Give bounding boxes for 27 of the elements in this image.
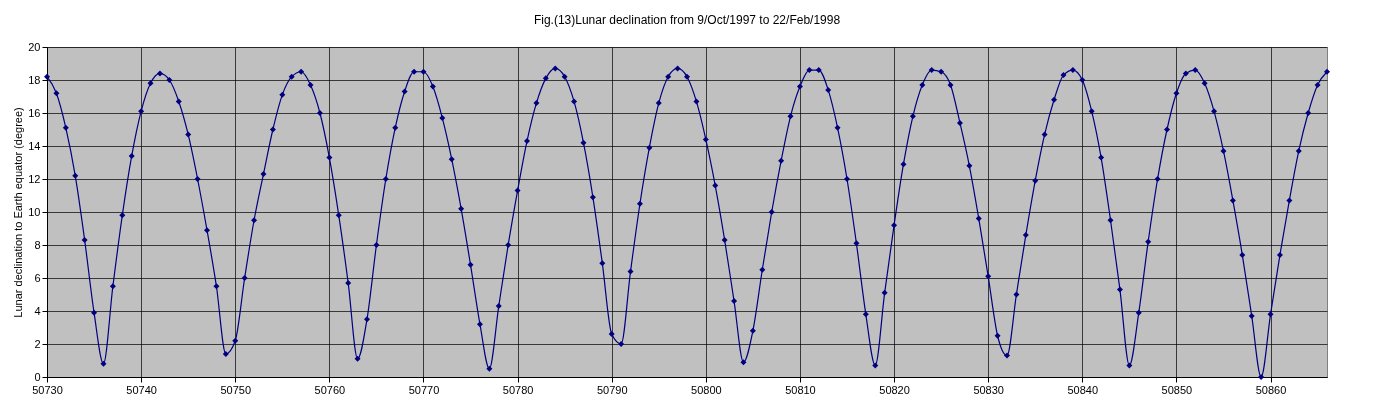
y-tick-label: 12 [28,172,41,185]
x-tick-label: 50820 [879,383,910,396]
y-tick-label: 0 [34,370,41,383]
x-tick-label: 50760 [314,383,346,396]
y-tick-label: 8 [34,238,41,251]
y-tick-label: 14 [28,139,41,152]
x-tick-label: 50860 [1255,383,1287,396]
y-tick-label: 2 [34,337,41,350]
x-tick-label: 50740 [126,383,157,396]
x-tick-label: 50830 [973,383,1004,396]
x-tick-label: 50770 [408,383,440,396]
x-tick-label: 50790 [596,383,628,396]
x-tick-label: 50840 [1067,383,1099,396]
y-tick-label: 16 [28,106,41,119]
y-tick-label: 18 [28,73,41,86]
x-tick-label: 50730 [32,383,63,396]
x-tick-label: 50850 [1161,383,1193,396]
x-tick-label: 50780 [502,383,534,396]
x-tick-label: 50750 [220,383,252,396]
x-tick-label: 50800 [691,383,722,396]
y-tick-label: 20 [28,40,41,53]
chart-title: Fig.(13)Lunar declination from 9/Oct/1997 to 22/Feb/1998 [533,13,841,27]
y-tick-label: 4 [34,304,41,317]
y-axis-title: Lunar declination to Earth equator (degree) [12,107,25,318]
x-tick-label: 50810 [785,383,816,396]
y-tick-label: 10 [28,205,41,218]
y-tick-label: 6 [34,271,41,284]
